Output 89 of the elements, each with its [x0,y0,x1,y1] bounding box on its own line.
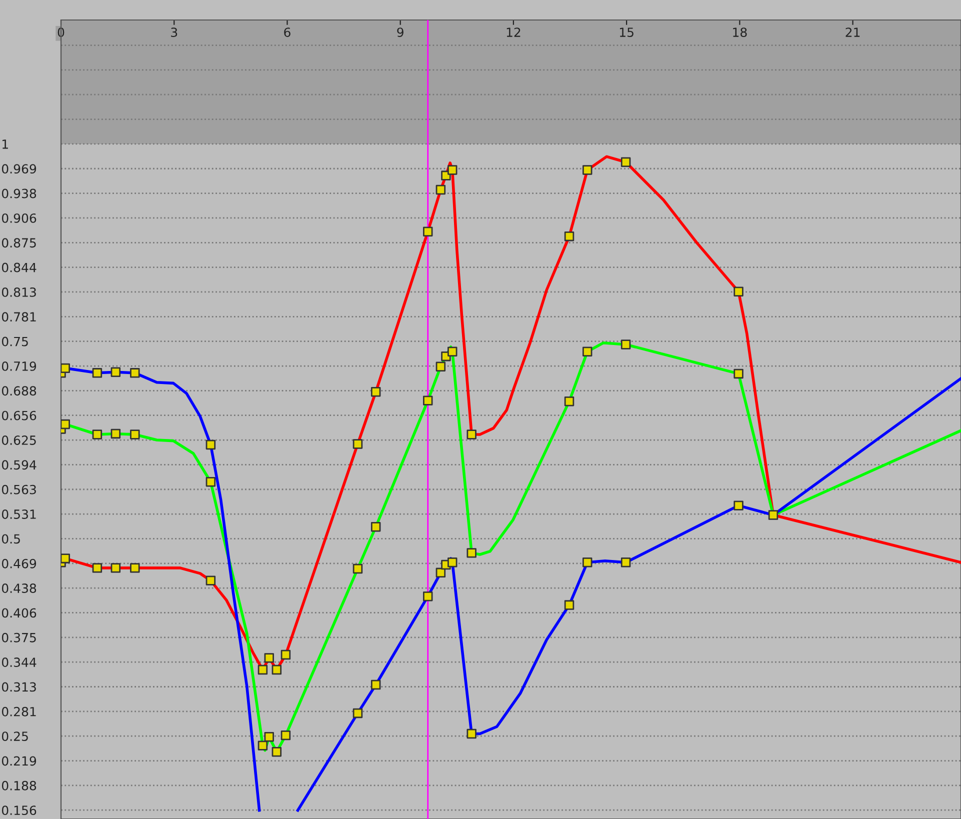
point [768,510,778,520]
y-tick-label: 0.25 [2,732,28,742]
y-tick-label: 0.563 [2,484,36,494]
y-tick-label: 0.875 [2,238,36,248]
y-tick-label: 0.656 [2,410,36,420]
point [61,419,70,430]
x-tick-label: 3 [171,28,178,38]
point [206,440,216,450]
y-tick-label: 0.469 [2,558,36,568]
point [92,563,102,573]
point [466,430,476,440]
y-tick-label: 0.406 [2,608,36,618]
point [130,563,140,573]
point [564,600,574,610]
y-tick-label: 0.531 [2,510,36,519]
point [92,368,102,378]
point [448,165,458,175]
point [448,558,458,568]
y-tick-label: 0.75 [2,336,28,346]
point [734,286,744,296]
y-tick-label: 0.938 [2,188,36,198]
y-tick-label: 0.719 [2,361,36,371]
point [258,740,268,750]
y-tick-label: 0.281 [2,706,36,716]
point [620,157,631,167]
point [423,591,433,602]
point [734,368,744,379]
point [130,368,140,378]
point [110,367,121,377]
point [264,653,274,663]
point [130,430,140,440]
y-tick-label: 0.969 [2,164,36,174]
y-tick-label: 0.156 [2,806,36,816]
point [436,568,446,578]
point [92,430,102,440]
point [436,362,446,372]
y-tick-label: 0.375 [2,632,36,642]
y-tick-label: 0.438 [2,584,36,593]
x-tick-label: 12 [506,28,520,37]
point [582,346,592,356]
point [61,554,70,564]
point [423,226,433,236]
point [734,500,744,510]
point [110,563,121,573]
point [264,732,274,742]
point [370,680,381,690]
y-tick-label: 0.219 [2,756,36,766]
point [280,730,291,740]
point [61,363,70,374]
point [206,477,216,487]
point [466,728,476,739]
x-tick-label: 9 [397,28,404,38]
x-tick-label: 15 [620,28,634,38]
point [352,708,363,718]
point [272,664,282,675]
x-tick-label: 21 [846,28,860,37]
point [280,650,291,660]
point [582,165,592,175]
point [620,340,631,350]
point [582,558,592,568]
point [448,346,458,356]
point [564,231,574,242]
y-tick-label: 0.688 [2,386,36,396]
y-tick-label: 0.594 [2,460,36,470]
y-tick-label: 0.813 [2,287,36,297]
point [272,747,282,757]
point [110,428,121,439]
point [423,396,433,406]
y-tick-label: 0.625 [2,436,36,445]
point [352,439,363,449]
point [370,387,381,397]
y-tick-label: 0.906 [2,213,36,223]
x-tick-label: 6 [284,28,290,38]
y-tick-label: 0.344 [2,658,36,668]
point [370,522,381,532]
point [620,558,631,568]
point [564,396,574,406]
y-tick-label: 0.781 [2,312,36,322]
point [206,576,216,586]
y-tick-label: 0.188 [2,780,36,790]
point [466,548,476,558]
point [436,184,446,195]
y-tick-label: 0.844 [2,262,36,272]
y-tick-label: 1 [2,140,8,149]
x-tick-label: 18 [733,28,747,38]
y-tick-label: 0.5 [2,534,20,544]
y-tick-label: 0.313 [2,682,36,692]
point [352,564,363,574]
point [258,664,268,675]
